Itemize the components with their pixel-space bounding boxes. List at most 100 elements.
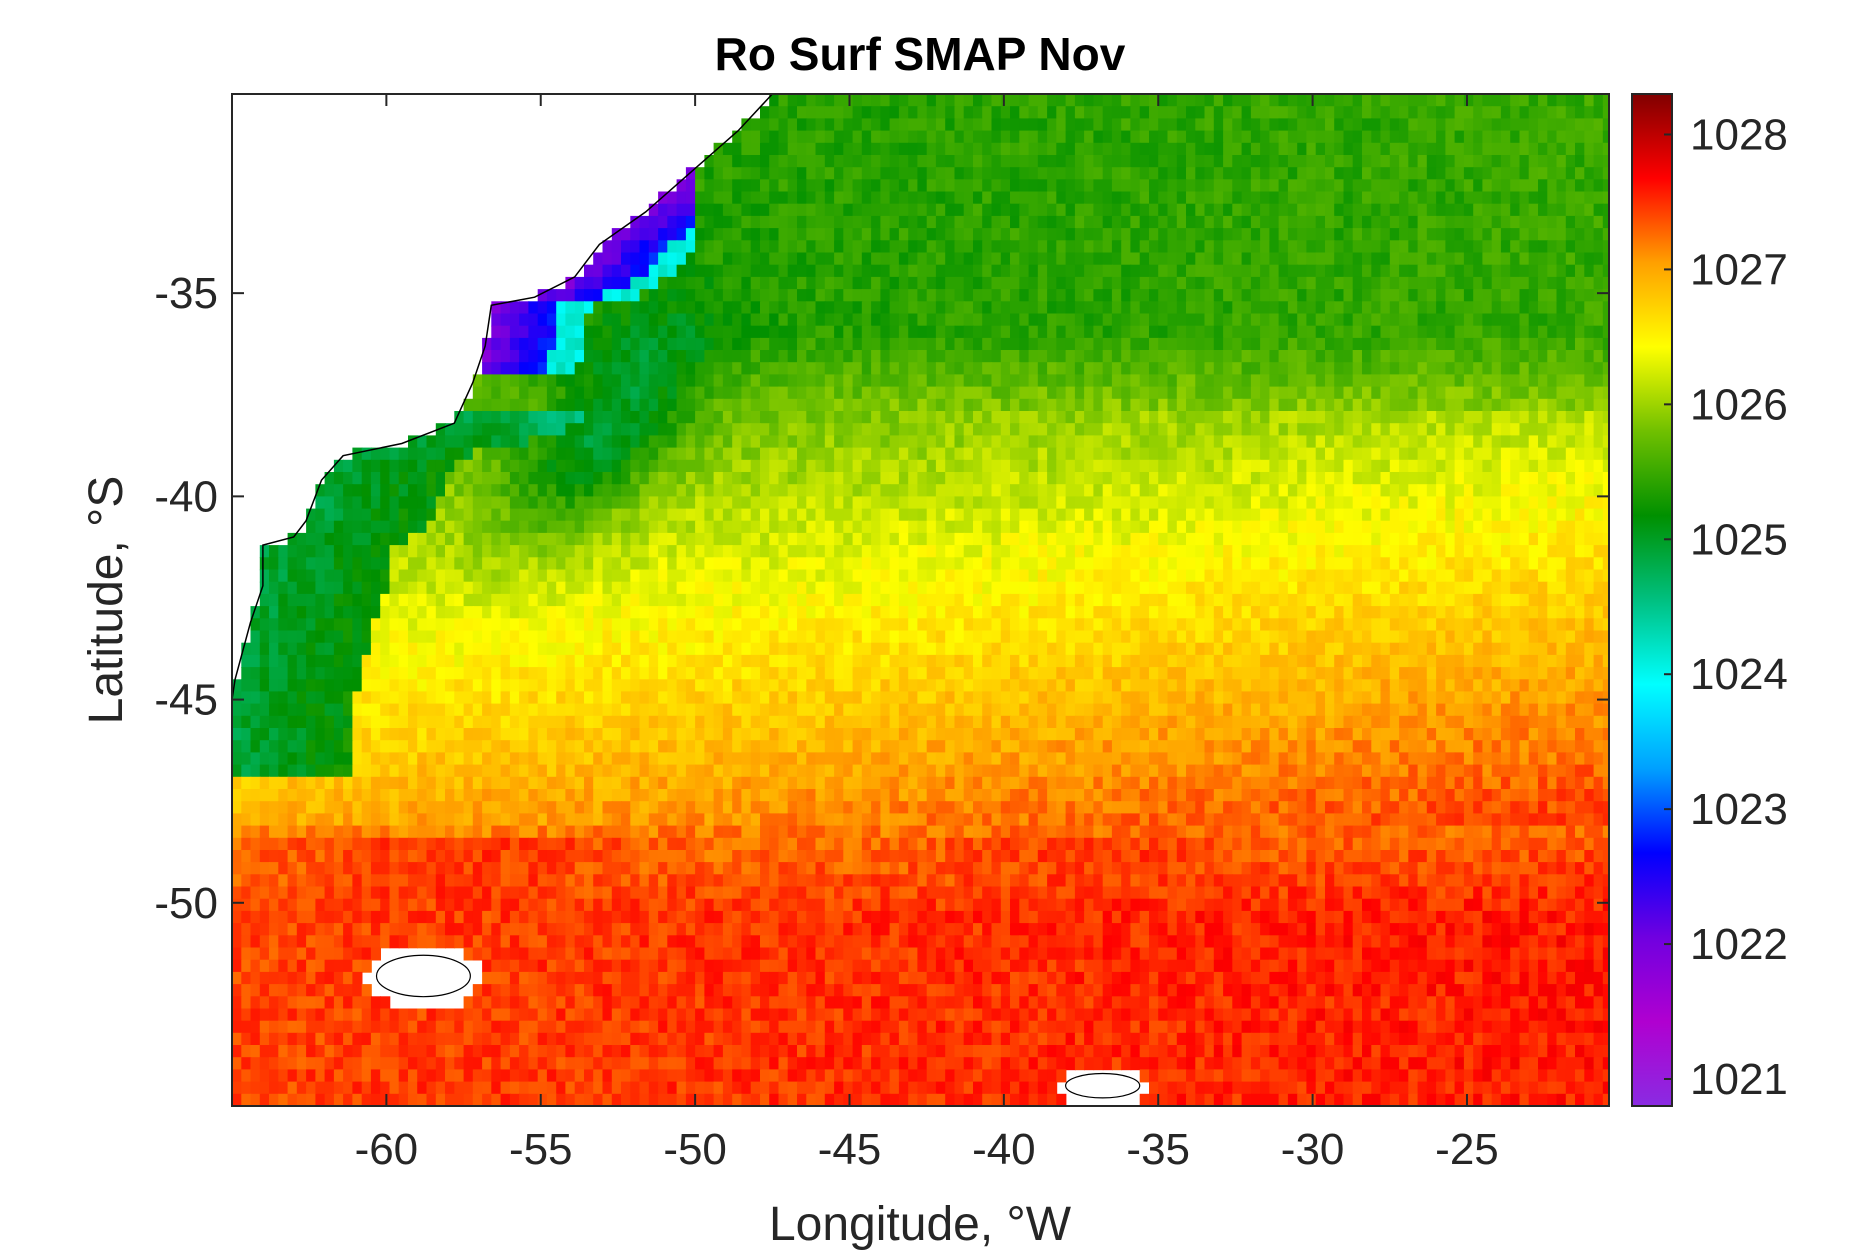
heatmap-cell bbox=[537, 337, 548, 351]
heatmap-cell bbox=[797, 545, 808, 559]
heatmap-cell bbox=[1380, 520, 1391, 534]
heatmap-cell bbox=[1528, 350, 1539, 363]
heatmap-cell bbox=[945, 289, 956, 303]
heatmap-cell bbox=[982, 411, 993, 424]
heatmap-cell bbox=[1010, 472, 1021, 485]
heatmap-cell bbox=[417, 532, 428, 546]
heatmap-cell bbox=[1538, 569, 1549, 583]
heatmap-cell bbox=[917, 423, 928, 437]
heatmap-cell bbox=[1250, 337, 1261, 351]
heatmap-cell bbox=[1500, 94, 1511, 107]
heatmap-cell bbox=[454, 545, 465, 559]
heatmap-cell bbox=[806, 179, 817, 193]
plot-area bbox=[232, 94, 1609, 1106]
heatmap-cell bbox=[1352, 313, 1363, 327]
heatmap-cell bbox=[509, 411, 520, 424]
heatmap-cell bbox=[500, 398, 511, 412]
heatmap-cell bbox=[1139, 337, 1150, 351]
heatmap-cell bbox=[1565, 203, 1576, 217]
heatmap-cell bbox=[1565, 106, 1576, 120]
heatmap-cell bbox=[1315, 411, 1326, 424]
heatmap-cell bbox=[926, 191, 937, 205]
heatmap-cell bbox=[1019, 264, 1030, 278]
heatmap-cell bbox=[908, 155, 919, 168]
heatmap-cell bbox=[982, 264, 993, 278]
heatmap-cell bbox=[1426, 435, 1437, 449]
heatmap-cell bbox=[760, 569, 771, 583]
heatmap-cell bbox=[1232, 532, 1243, 546]
heatmap-cell bbox=[1241, 545, 1252, 559]
heatmap-cell bbox=[1362, 374, 1373, 388]
heatmap-cell bbox=[1019, 252, 1030, 266]
heatmap-cell bbox=[445, 532, 456, 546]
heatmap-cell bbox=[1491, 569, 1502, 583]
heatmap-cell bbox=[750, 301, 761, 315]
heatmap-cell bbox=[1158, 276, 1169, 290]
heatmap-cell bbox=[1575, 301, 1586, 315]
heatmap-cell bbox=[871, 106, 882, 120]
heatmap-cell bbox=[991, 289, 1002, 303]
heatmap-cell bbox=[398, 508, 409, 522]
heatmap-cell bbox=[1306, 203, 1317, 217]
heatmap-cell bbox=[769, 228, 780, 242]
heatmap-cell bbox=[1176, 435, 1187, 449]
heatmap-cell bbox=[1334, 569, 1345, 583]
heatmap-cell bbox=[908, 411, 919, 424]
heatmap-cell bbox=[1232, 337, 1243, 351]
heatmap-cell bbox=[1019, 155, 1030, 168]
heatmap-cell bbox=[1325, 532, 1336, 546]
heatmap-cell bbox=[352, 545, 363, 559]
heatmap-cell bbox=[1491, 228, 1502, 242]
heatmap-cell bbox=[778, 386, 789, 400]
heatmap-cell bbox=[815, 484, 826, 498]
heatmap-cell bbox=[1010, 386, 1021, 400]
heatmap-cell bbox=[537, 557, 548, 571]
heatmap-cell bbox=[1158, 423, 1169, 437]
heatmap-cell bbox=[1241, 411, 1252, 424]
heatmap-cell bbox=[1547, 276, 1558, 290]
heatmap-cell bbox=[1093, 118, 1104, 132]
heatmap-cell bbox=[1519, 191, 1530, 205]
heatmap-cell bbox=[815, 301, 826, 315]
heatmap-cell bbox=[1362, 545, 1373, 559]
heatmap-cell bbox=[1519, 398, 1530, 412]
heatmap-cell bbox=[1093, 472, 1104, 485]
heatmap-cell bbox=[1019, 130, 1030, 144]
heatmap-cell bbox=[713, 155, 724, 168]
heatmap-cell bbox=[1065, 520, 1076, 534]
heatmap-cell bbox=[1445, 545, 1456, 559]
heatmap-cell bbox=[408, 520, 419, 534]
heatmap-cell bbox=[741, 472, 752, 485]
heatmap-cell bbox=[1056, 142, 1067, 156]
heatmap-cell bbox=[1028, 581, 1039, 595]
heatmap-cell bbox=[750, 459, 761, 473]
heatmap-cell bbox=[1158, 191, 1169, 205]
heatmap-cell bbox=[945, 240, 956, 254]
heatmap-cell bbox=[722, 337, 733, 351]
heatmap-cell bbox=[889, 398, 900, 412]
heatmap-cell bbox=[1528, 435, 1539, 449]
heatmap-cell bbox=[630, 545, 641, 559]
heatmap-cell bbox=[1250, 179, 1261, 193]
heatmap-cell bbox=[1297, 215, 1308, 229]
heatmap-cell bbox=[306, 581, 317, 595]
heatmap-cell bbox=[454, 484, 465, 498]
heatmap-cell bbox=[954, 398, 965, 412]
heatmap-cell bbox=[1417, 545, 1428, 559]
heatmap-cell bbox=[815, 252, 826, 266]
heatmap-cell bbox=[621, 276, 632, 290]
heatmap-cell bbox=[1223, 557, 1234, 571]
heatmap-cell bbox=[760, 557, 771, 571]
heatmap-cell bbox=[1352, 191, 1363, 205]
heatmap-cell bbox=[1250, 350, 1261, 363]
heatmap-cell bbox=[1223, 362, 1234, 376]
heatmap-cell bbox=[537, 569, 548, 583]
heatmap-cell bbox=[741, 215, 752, 229]
heatmap-cell bbox=[528, 569, 539, 583]
heatmap-cell bbox=[991, 179, 1002, 193]
heatmap-cell bbox=[1473, 167, 1484, 181]
heatmap-cell bbox=[695, 508, 706, 522]
heatmap-cell bbox=[898, 496, 909, 510]
heatmap-cell bbox=[880, 569, 891, 583]
heatmap-cell bbox=[917, 191, 928, 205]
